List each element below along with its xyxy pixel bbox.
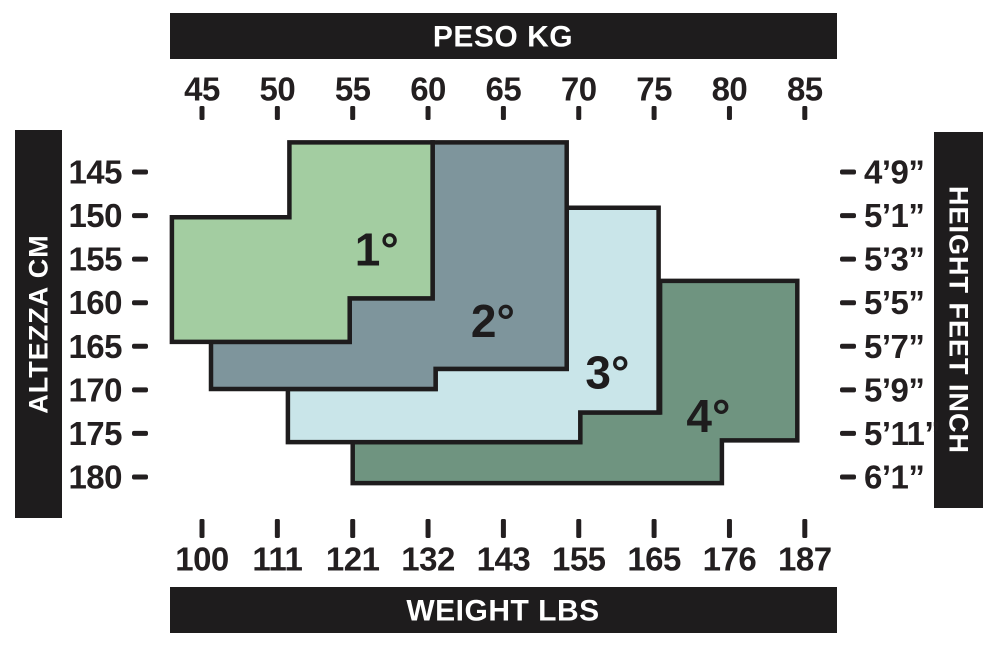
size-zone-label-2: 2° — [471, 295, 515, 347]
right-axis-tick-label: 5’9” — [864, 371, 924, 408]
left-axis-tick-label: 175 — [68, 415, 122, 452]
left-axis-tick — [132, 387, 148, 393]
right-axis-tick — [840, 343, 856, 349]
bottom-axis-tick — [199, 519, 205, 538]
top-axis-tick — [274, 106, 280, 120]
right-axis-tick — [840, 430, 856, 436]
bottom-axis-title-bar — [170, 587, 837, 633]
top-axis-tick — [425, 106, 431, 120]
bottom-axis-tick — [802, 519, 808, 538]
bottom-axis-tick — [576, 519, 582, 538]
top-axis-tick — [651, 106, 657, 120]
top-axis-tick-label: 45 — [184, 71, 220, 108]
right-axis-tick-label: 6’1” — [864, 458, 924, 495]
right-axis-title: HEIGHT FEET INCH — [944, 186, 974, 454]
left-axis-tick — [132, 213, 148, 219]
size-zone-label-3: 3° — [585, 346, 629, 398]
top-axis-tick-label: 80 — [712, 71, 748, 108]
top-axis-tick — [199, 106, 205, 120]
left-axis-tick — [132, 474, 148, 480]
left-axis-title-bar — [15, 130, 62, 518]
bottom-axis-title: WEIGHT LBS — [406, 595, 599, 628]
bottom-axis-tick-label: 111 — [252, 541, 302, 578]
left-axis-tick-label: 170 — [68, 371, 122, 408]
bottom-axis-tick-label: 143 — [477, 541, 531, 578]
size-zones — [169, 140, 800, 486]
top-axis-tick — [802, 106, 808, 120]
top-axis-tick-label: 60 — [410, 71, 446, 108]
top-axis-tick-label: 70 — [561, 71, 597, 108]
top-axis-tick-label: 55 — [335, 71, 371, 108]
top-axis-tick-label: 65 — [486, 71, 522, 108]
bottom-axis-tick — [651, 519, 657, 538]
right-axis-tick-label: 5’3” — [864, 241, 924, 278]
bottom-axis-tick-label: 176 — [703, 541, 757, 578]
right-axis-tick — [840, 474, 856, 480]
left-axis-tick-label: 165 — [68, 328, 122, 365]
bottom-axis-tick — [350, 519, 356, 538]
right-axis-title-bar — [934, 132, 983, 508]
size-zone-label-4: 4° — [686, 390, 730, 442]
right-axis-tick-label: 5’5” — [864, 284, 924, 321]
left-axis-tick-label: 150 — [68, 197, 122, 234]
left-axis-tick — [132, 430, 148, 436]
top-axis: 45 50 55 60 65 70 75 80 85 — [184, 71, 823, 120]
top-axis-tick-label: 85 — [787, 71, 823, 108]
left-axis-tick — [132, 256, 148, 262]
bottom-axis-tick-label: 121 — [326, 541, 380, 578]
size-zone-labels: 1° 2° 3° 4° — [355, 224, 731, 442]
bottom-axis-tick-label: 132 — [401, 541, 455, 578]
left-axis: 145 150 155 160 165 170 175 180 — [68, 154, 148, 495]
bottom-axis-tick — [274, 519, 280, 538]
bottom-axis: 100 111 121 132 143 155 165 176 187 — [175, 519, 832, 578]
top-axis-tick-label: 75 — [636, 71, 672, 108]
top-axis-title: PESO KG — [433, 21, 573, 54]
top-axis-tick — [576, 106, 582, 120]
left-axis-title: ALTEZZA CM — [24, 234, 54, 413]
left-axis-tick — [132, 343, 148, 349]
bottom-axis-tick — [425, 519, 431, 538]
bottom-axis-tick-label: 155 — [552, 541, 606, 578]
top-axis-tick — [726, 106, 732, 120]
right-axis: 4’9” 5’1” 5’3” 5’5” 5’7” 5’9” 5’11” 6’1” — [840, 154, 941, 495]
right-axis-tick-label: 5’11” — [864, 415, 940, 452]
size-zone-1 — [169, 140, 435, 345]
bottom-axis-tick-label: 165 — [627, 541, 681, 578]
top-axis-tick — [500, 106, 506, 120]
bottom-axis-tick-label: 187 — [778, 541, 832, 578]
bottom-axis-tick-label: 100 — [175, 541, 229, 578]
right-axis-tick — [840, 256, 856, 262]
bottom-axis-tick — [726, 519, 732, 538]
size-zone-label-1: 1° — [355, 224, 399, 276]
top-axis-title-bar — [170, 13, 837, 59]
left-axis-tick-label: 160 — [68, 284, 122, 321]
left-axis-tick-label: 145 — [68, 154, 122, 191]
right-axis-tick-label: 5’7” — [864, 328, 924, 365]
left-axis-tick-label: 180 — [68, 458, 122, 495]
right-axis-tick — [840, 387, 856, 393]
right-axis-tick — [840, 213, 856, 219]
right-axis-tick-label: 4’9” — [864, 154, 924, 191]
left-axis-tick — [132, 300, 148, 306]
top-axis-tick-label: 50 — [259, 71, 295, 108]
left-axis-tick-label: 155 — [68, 241, 122, 278]
right-axis-tick — [840, 169, 856, 175]
right-axis-tick-label: 5’1” — [864, 197, 924, 234]
right-axis-tick — [840, 300, 856, 306]
top-axis-tick — [350, 106, 356, 120]
bottom-axis-tick — [500, 519, 506, 538]
left-axis-tick — [132, 169, 148, 175]
